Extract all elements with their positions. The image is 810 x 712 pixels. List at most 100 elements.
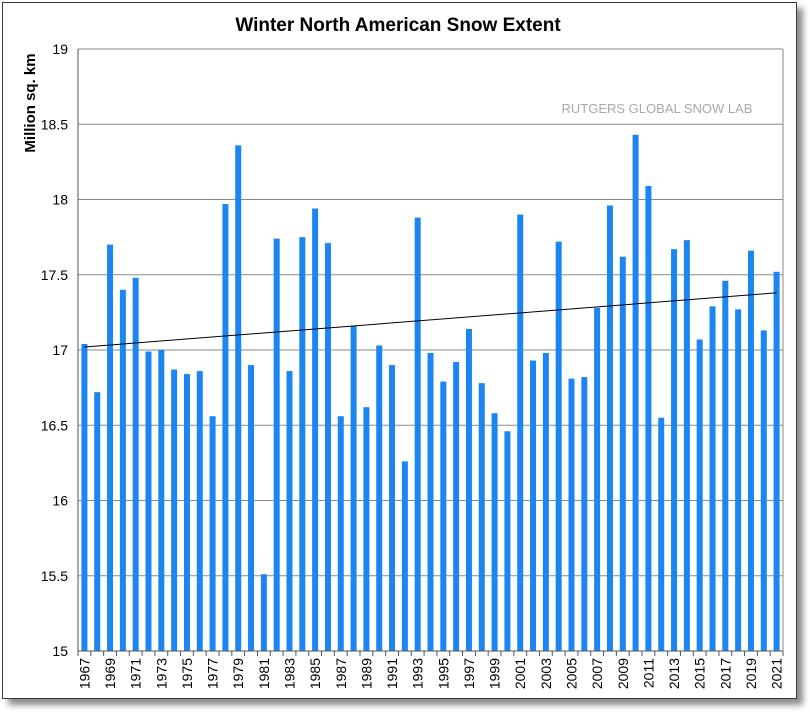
bar [658,417,665,651]
bar [542,353,549,651]
bar [465,328,472,651]
bar [94,392,101,651]
x-tick-label: 1977 [205,658,221,689]
x-tick-label: 1995 [435,658,451,689]
y-tick-label: 19 [52,41,68,57]
x-tick-label: 2007 [589,658,605,689]
bar [453,362,460,651]
bar [683,240,690,651]
bar [491,413,498,651]
bar [299,237,306,651]
bar [363,407,370,651]
bar [107,244,114,651]
bar [427,353,434,651]
x-tick-label: 1993 [410,658,426,689]
bar [606,205,613,651]
x-tick-label: 1983 [282,658,298,689]
axes [77,49,784,656]
y-tick-label: 18 [52,192,68,208]
bar [222,204,229,651]
x-tick-label: 2017 [717,658,733,689]
bar [504,431,511,651]
trendline [84,292,777,348]
x-tick-label: 2005 [564,658,580,689]
x-tick-label: 2001 [512,658,528,689]
y-tick-label: 16.5 [41,417,68,433]
x-tick-label: 2013 [666,658,682,689]
bar [183,374,190,651]
bar [773,271,780,651]
bars [81,134,780,652]
bar [196,371,203,651]
bar [619,256,626,651]
y-tick-labels: 15 15.5 16 16.5 17 17.5 18 18.5 19 [41,41,68,659]
bar [478,383,485,651]
bar [530,360,537,651]
bar [389,365,396,651]
bar [158,350,165,651]
y-axis-label: Million sq. km [22,53,39,152]
bar [119,289,126,651]
bar [517,214,524,652]
bar [235,145,242,651]
x-tick-label: 1975 [179,658,195,689]
bar [145,351,152,651]
y-tick-label: 17 [52,342,68,358]
x-tick-label: 1997 [461,658,477,689]
bar [376,345,383,651]
x-tick-label: 2021 [769,658,785,689]
x-tick-label: 2009 [615,658,631,689]
x-tick-label: 1989 [358,658,374,689]
x-tick-label: 1985 [307,658,323,689]
chart-title: Winter North American Snow Extent [235,15,561,36]
x-tick-label: 2011 [640,658,656,688]
x-tick-label: 2015 [692,658,708,689]
x-tick-label: 2003 [538,658,554,689]
bar [581,377,588,651]
bar [555,241,562,651]
x-tick-label: 1969 [102,658,118,689]
bar [671,249,678,652]
bar [132,277,139,651]
bar [709,306,716,651]
bar [324,243,331,651]
x-tick-label: 1973 [153,658,169,689]
x-tick-label: 1991 [384,658,400,689]
bar [735,309,742,651]
bar [760,330,767,651]
bar [273,238,280,651]
y-tick-label: 15.5 [41,568,68,584]
x-tick-label: 2019 [743,658,759,689]
bar-chart: Winter North American Snow Extent Millio… [22,15,785,689]
bar [81,343,88,651]
bar [171,369,178,651]
bar [414,217,421,651]
bar [632,134,639,651]
chart-frame: Winter North American Snow Extent Millio… [2,2,797,699]
bar [696,339,703,651]
bar [747,250,754,652]
x-tick-label: 1967 [76,658,92,689]
x-tick-labels: 1967 1969 1971 1973 1975 1977 1979 1981 1983 1985… [76,658,784,689]
x-tick-label: 1981 [256,658,272,689]
bar [337,416,344,651]
bar [350,325,357,651]
x-tick-label: 1979 [230,658,246,689]
bar [312,208,319,651]
bar [248,365,255,651]
bar [401,461,408,651]
bar [645,185,652,651]
bar [209,416,216,651]
y-tick-label: 17.5 [41,267,68,283]
y-tick-label: 15 [52,643,68,659]
y-tick-label: 16 [52,493,68,509]
bar [722,280,729,651]
bar [594,307,601,651]
bar [568,378,575,651]
x-tick-label: 1999 [487,658,503,689]
trend-line [84,292,777,348]
y-tick-label: 18.5 [41,116,68,132]
bar [440,381,447,651]
bar [286,371,293,651]
bar [260,574,267,651]
